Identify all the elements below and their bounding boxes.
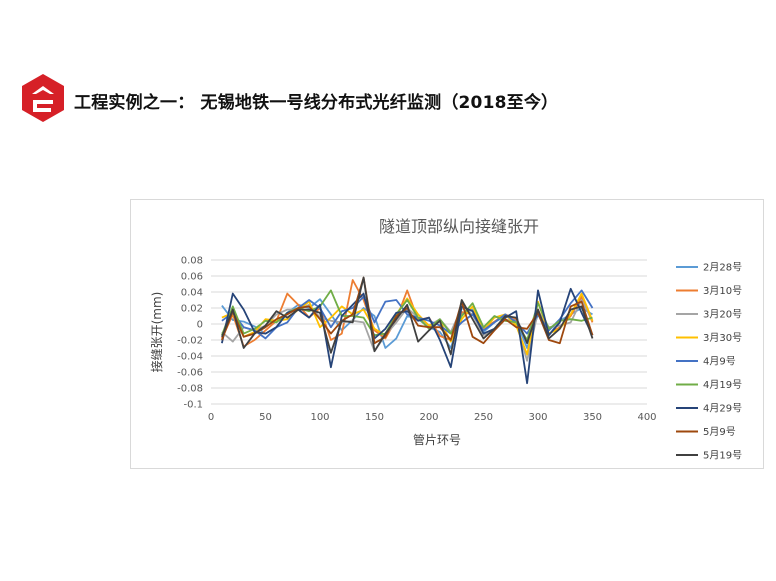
x-tick-label: 0 — [208, 412, 214, 423]
y-tick-label: 0.02 — [181, 304, 203, 315]
legend-label: 3月30号 — [703, 332, 742, 344]
legend-label: 3月10号 — [703, 285, 742, 297]
series-line — [221, 287, 594, 385]
legend-label: 4月9号 — [703, 356, 736, 368]
y-axis-title: 接缝张开(mm) — [149, 292, 164, 373]
x-tick-label: 200 — [419, 412, 438, 423]
legend-label: 5月19号 — [703, 450, 742, 462]
y-tick-label: 0 — [197, 320, 203, 331]
page-header — [20, 70, 66, 126]
company-logo-icon — [22, 74, 64, 122]
x-tick-label: 250 — [474, 412, 493, 423]
legend-label: 4月19号 — [703, 379, 742, 391]
x-tick-label: 350 — [583, 412, 602, 423]
chart-container: 隧道顶部纵向接缝张开 0.08 0.06 0.04 0.02 0 -0.02 -0.04 -0.… — [130, 199, 764, 469]
y-tick-label: -0.06 — [177, 368, 203, 379]
x-tick-label: 50 — [259, 412, 272, 423]
x-tick-label: 400 — [637, 412, 656, 423]
y-tick-label: -0.08 — [177, 384, 203, 395]
x-tick-label: 150 — [365, 412, 384, 423]
y-tick-label: -0.04 — [177, 352, 203, 363]
x-tick-label: 100 — [310, 412, 329, 423]
y-tick-label: -0.02 — [177, 336, 203, 347]
legend-label: 4月29号 — [703, 403, 742, 415]
y-tick-label: -0.1 — [183, 400, 203, 411]
y-tick-label: 0.08 — [181, 256, 203, 267]
y-tick-label: 0.06 — [181, 272, 203, 283]
series-line — [221, 292, 594, 356]
legend-label: 3月20号 — [703, 309, 742, 321]
legend-label: 2月28号 — [703, 262, 742, 274]
y-tick-label: 0.04 — [181, 288, 203, 299]
chart-title: 隧道顶部纵向接缝张开 — [379, 217, 539, 236]
line-chart: 隧道顶部纵向接缝张开 0.08 0.06 0.04 0.02 0 -0.02 -0.04 -0.… — [149, 217, 742, 462]
x-tick-label: 300 — [528, 412, 547, 423]
x-axis-title: 管片环号 — [413, 432, 461, 447]
page-title: 工程实例之一： 无锡地铁一号线分布式光纤监测（2018至今） — [74, 93, 559, 113]
series-line — [221, 276, 594, 356]
legend-label: 5月9号 — [703, 426, 736, 438]
